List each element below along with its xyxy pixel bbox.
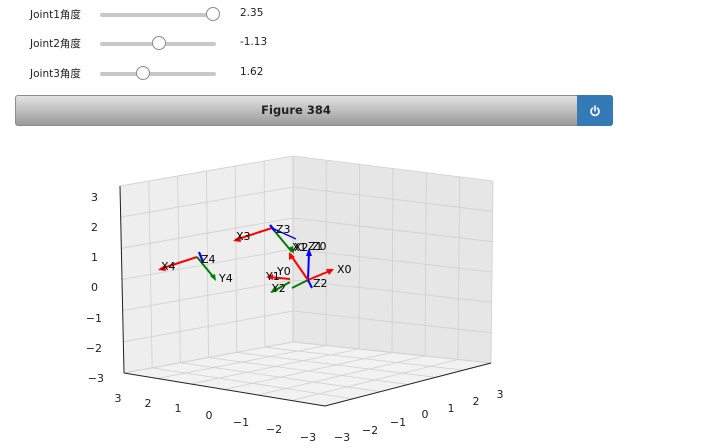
joint1-value: 2.35 bbox=[240, 7, 264, 19]
z-tick: 1 bbox=[91, 251, 98, 264]
label-x1: X1 bbox=[292, 241, 307, 254]
label-x2: X2 bbox=[294, 241, 309, 254]
joint1-label: Joint1角度 bbox=[30, 9, 81, 21]
z0-arrowhead bbox=[306, 248, 312, 256]
x-tick: 1 bbox=[175, 402, 182, 415]
z-tick: −3 bbox=[88, 372, 104, 385]
joint2-value: -1.13 bbox=[240, 36, 268, 48]
joint3-value: 1.62 bbox=[240, 66, 264, 78]
joint3-slider-row: Joint3角度 1.62 bbox=[0, 64, 714, 84]
x-axis-ticks: 3 2 1 0 −1 −2 −3 bbox=[115, 392, 317, 444]
y-tick: 0 bbox=[422, 408, 429, 421]
x1-arrow bbox=[289, 253, 309, 281]
label-x3: X3 bbox=[236, 230, 251, 243]
label-z2: Z2 bbox=[313, 277, 328, 290]
z-tick: −1 bbox=[86, 312, 102, 325]
y4-arrowhead bbox=[210, 274, 216, 281]
z1-arrow bbox=[307, 279, 313, 289]
x-tick: 2 bbox=[145, 397, 152, 410]
z-tick: 3 bbox=[91, 191, 98, 204]
y-tick: 1 bbox=[448, 402, 455, 415]
z-axis-ticks: 3 2 1 0 −1 −2 −3 bbox=[86, 191, 104, 385]
label-z1: Z1 bbox=[308, 240, 323, 253]
label-z4: Z4 bbox=[201, 253, 216, 266]
z-tick: 2 bbox=[91, 221, 98, 234]
x2-arrowhead bbox=[266, 274, 273, 280]
grid-line bbox=[292, 310, 492, 334]
z0-arrow bbox=[307, 251, 310, 281]
y-tick: 2 bbox=[473, 395, 480, 408]
label-y0: Y0 bbox=[276, 265, 291, 278]
x-tick: −1 bbox=[233, 416, 249, 429]
x3-arrow bbox=[234, 227, 273, 241]
y-tick: 3 bbox=[497, 388, 504, 401]
joint2-label: Joint2角度 bbox=[30, 38, 81, 50]
joint2-slider-row: Joint2角度 -1.13 bbox=[0, 34, 714, 54]
power-button[interactable] bbox=[577, 95, 613, 126]
joint2-slider-knob[interactable] bbox=[152, 36, 167, 50]
x-tick: −3 bbox=[300, 431, 316, 444]
x-tick: −2 bbox=[266, 423, 282, 436]
x3-arrowhead bbox=[233, 236, 241, 242]
y-tick: −3 bbox=[334, 431, 350, 444]
link-3-blue bbox=[271, 227, 297, 240]
y2-arrowhead bbox=[270, 286, 278, 293]
link-3-arrowhead bbox=[288, 246, 294, 254]
joint3-slider[interactable] bbox=[100, 66, 216, 80]
joint1-slider[interactable] bbox=[100, 7, 220, 21]
x4-arrowhead bbox=[158, 265, 166, 271]
label-x4: X4 bbox=[161, 260, 176, 273]
power-icon bbox=[590, 104, 600, 116]
frame-arrows bbox=[158, 224, 334, 293]
label-y4: Y4 bbox=[218, 272, 233, 285]
figure-header: Figure 384 bbox=[15, 95, 613, 126]
joint3-slider-knob[interactable] bbox=[136, 66, 151, 80]
y0-arrow bbox=[291, 279, 309, 289]
label-y1: Y1 bbox=[265, 270, 280, 283]
joint1-slider-row: Joint1角度 2.35 bbox=[0, 5, 714, 25]
x0-arrowhead bbox=[326, 269, 334, 275]
figure-title: Figure 384 bbox=[261, 103, 331, 117]
z-tick: 0 bbox=[91, 281, 98, 294]
z4-arrow bbox=[197, 251, 205, 263]
grid-line bbox=[490, 180, 494, 364]
x-tick: 3 bbox=[115, 392, 122, 405]
label-z3: Z3 bbox=[276, 223, 291, 236]
plot-axes bbox=[119, 185, 492, 407]
z-tick: −2 bbox=[86, 342, 102, 355]
label-y2: Y2 bbox=[271, 282, 286, 295]
grid-line bbox=[291, 359, 459, 401]
label-z0: Z0 bbox=[312, 240, 327, 253]
y-tick: −1 bbox=[390, 416, 406, 429]
label-x0: X0 bbox=[337, 263, 352, 276]
robot-arm-3d-plot[interactable]: 3 2 1 0 −1 −2 −3 3 2 1 0 −1 −2 −3 −3 −2 … bbox=[0, 136, 714, 448]
joint2-slider[interactable] bbox=[100, 36, 216, 50]
x1-arrowhead bbox=[289, 252, 295, 260]
x-tick: 0 bbox=[206, 409, 213, 422]
joint1-slider-knob[interactable] bbox=[205, 7, 220, 21]
grid-line bbox=[292, 341, 492, 364]
z3-arrow bbox=[269, 224, 276, 232]
joint3-label: Joint3角度 bbox=[30, 68, 81, 80]
grid-line bbox=[123, 310, 294, 343]
y-axis-ticks: −3 −2 −1 0 1 2 3 bbox=[334, 388, 504, 444]
frame-labels: X0 Y0 Z0 X1 Y1 Z1 X2 Y2 Z2 X3 Z3 X4 Y4 Z… bbox=[161, 223, 352, 295]
x4-arrow bbox=[159, 256, 198, 270]
y-tick: −2 bbox=[362, 424, 378, 437]
